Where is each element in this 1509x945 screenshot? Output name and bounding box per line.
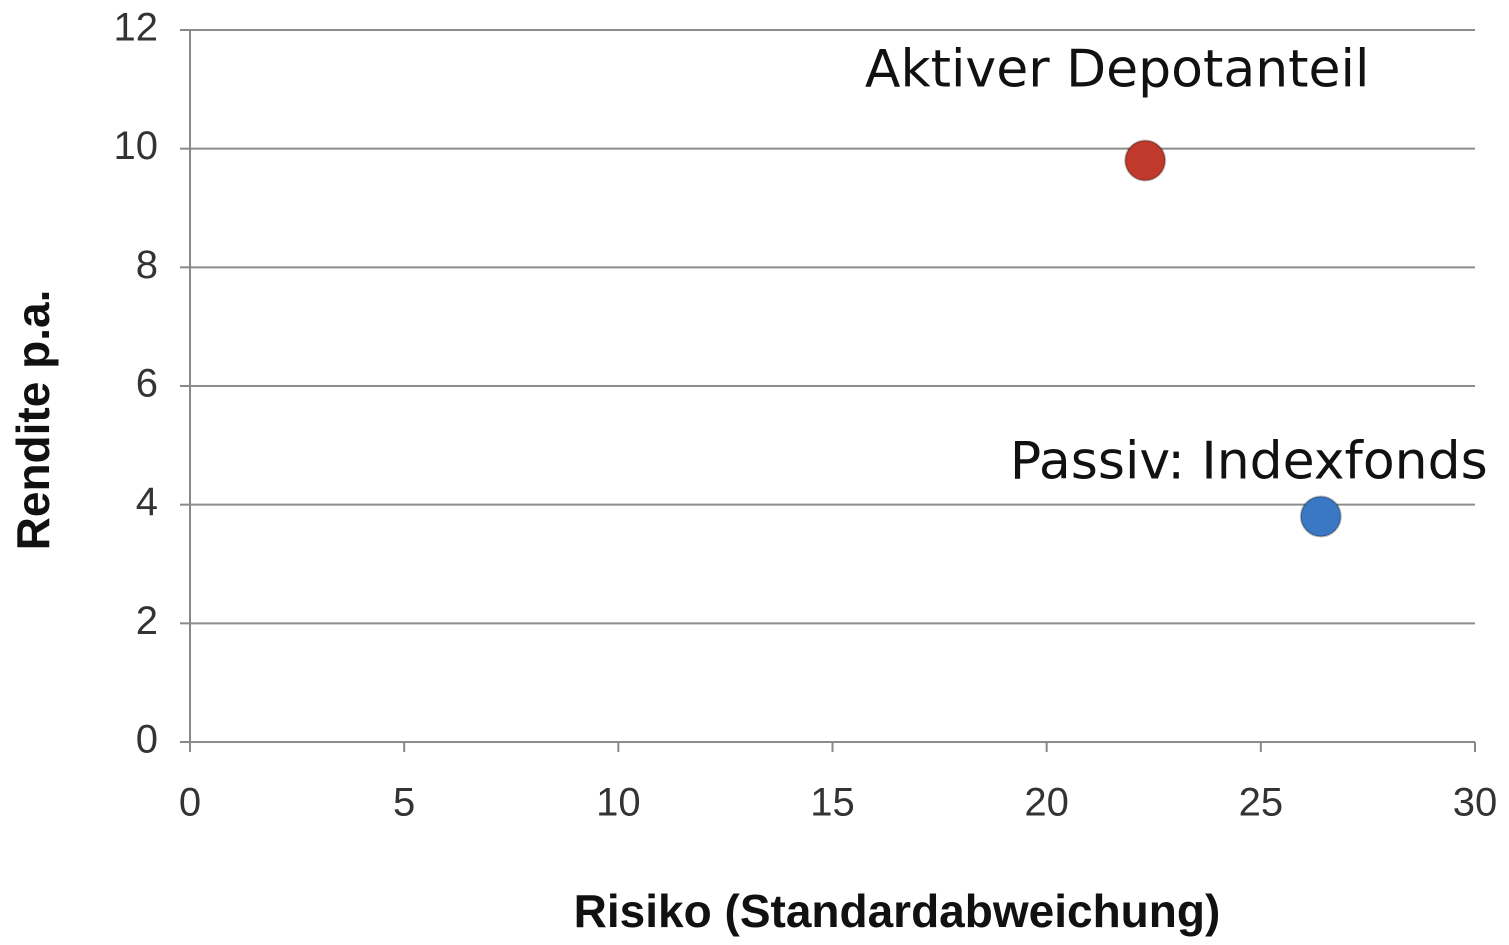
x-tick-label: 0 bbox=[179, 781, 201, 825]
x-tick-label: 5 bbox=[393, 781, 415, 825]
point-label: Aktiver Depotanteil bbox=[865, 40, 1370, 100]
y-tick-label: 0 bbox=[136, 718, 158, 762]
y-tick-label: 12 bbox=[114, 6, 159, 50]
y-tick-label: 6 bbox=[136, 362, 158, 406]
y-tick-label: 10 bbox=[114, 124, 159, 168]
x-axis-title: Risiko (Standardabweichung) bbox=[574, 885, 1221, 937]
point bbox=[1299, 495, 1342, 538]
x-tick-label: 25 bbox=[1239, 781, 1284, 825]
x-tick-label: 15 bbox=[810, 781, 855, 825]
point-label: Passiv: Indexfonds bbox=[1010, 432, 1488, 492]
y-tick-label: 2 bbox=[136, 599, 158, 643]
x-tick-label: 20 bbox=[1024, 781, 1069, 825]
x-tick-label: 30 bbox=[1453, 781, 1498, 825]
y-tick-label: 8 bbox=[136, 243, 158, 287]
x-tick-label: 10 bbox=[596, 781, 641, 825]
y-tick-label: 4 bbox=[136, 480, 158, 524]
y-axis-title: Rendite p.a. bbox=[7, 290, 59, 551]
point bbox=[1124, 139, 1167, 182]
